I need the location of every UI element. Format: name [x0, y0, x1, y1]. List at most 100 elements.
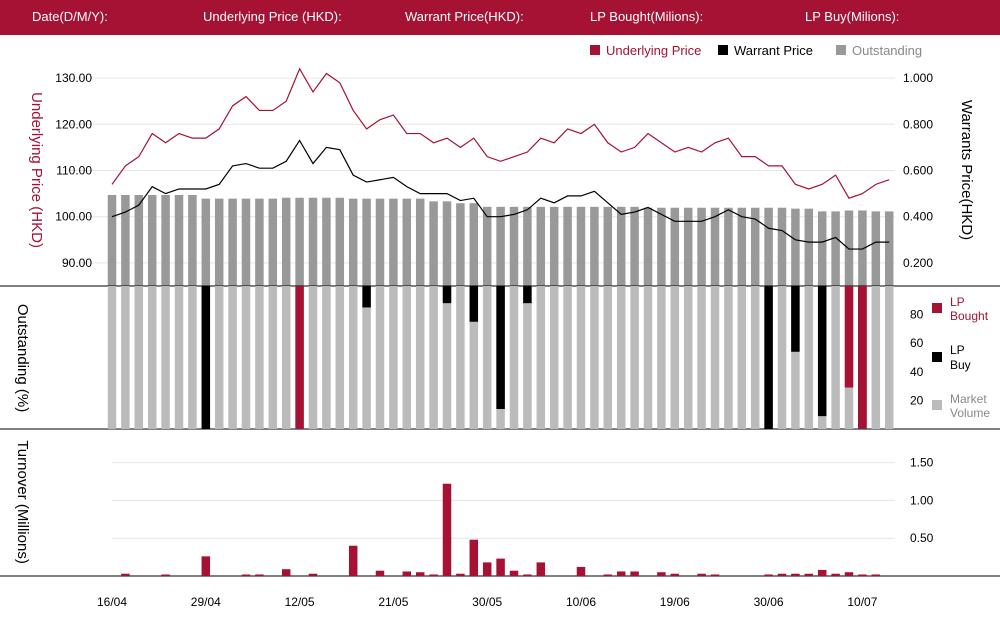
outstanding-bar [697, 207, 706, 286]
market-volume-bar [375, 286, 385, 429]
legend-swatch [590, 45, 600, 55]
outstanding-bar [777, 207, 787, 286]
turnover-bar [442, 483, 452, 576]
left-axis-title: Underlying Price (HKD) [28, 92, 45, 248]
legend-swatch [932, 303, 942, 313]
outstanding-bar [415, 198, 425, 286]
turnover-bar [415, 572, 425, 576]
left-tick-label: 100.00 [55, 210, 92, 224]
outstanding-bar [362, 198, 371, 286]
right-axis-title: Warrants Price(HKD) [958, 100, 975, 240]
market-volume-bar [710, 286, 720, 429]
lp-bought-label: LP Bought(Milions): [590, 9, 704, 24]
market-volume-bar [884, 286, 894, 429]
market-volume-bar [174, 286, 184, 429]
market-volume-bar [335, 286, 345, 429]
mid-tick-label: 80 [910, 308, 924, 322]
turnover-bar [402, 571, 412, 576]
date-label: Date(D/M/Y): [32, 9, 108, 24]
outstanding-bar [871, 211, 881, 286]
underlying-price-label: Underlying Price (HKD): [203, 9, 342, 24]
outstanding-bar [670, 207, 680, 286]
legend-swatch [836, 45, 846, 55]
market-volume-bar [389, 286, 398, 429]
right-tick-label: 0.800 [903, 117, 933, 131]
market-volume-bar [576, 286, 586, 429]
outstanding-bar [630, 206, 639, 286]
outstanding-bar [576, 206, 586, 286]
turnover-bar [348, 545, 358, 576]
market-volume-bar [442, 286, 452, 429]
outstanding-bar [791, 208, 800, 286]
outstanding-bar [281, 197, 291, 286]
bottom-tick-label: 1.50 [910, 456, 934, 470]
bottom-axis-title: Turnover (Millions) [14, 440, 31, 564]
mid-tick-label: 40 [910, 365, 924, 379]
turnover-bar [603, 574, 613, 576]
market-volume-bar [536, 286, 546, 429]
legend-label: Underlying Price [606, 43, 701, 58]
outstanding-bar [456, 203, 465, 286]
legend-swatch [932, 352, 942, 362]
outstanding-bar [121, 195, 130, 286]
turnover-bar [482, 562, 492, 576]
outstanding-bar [764, 207, 773, 286]
outstanding-bar [563, 206, 572, 286]
outstanding-bar [268, 198, 278, 286]
mid-tick-label: 20 [910, 393, 924, 407]
x-tick-label: 19/06 [660, 595, 690, 609]
market-volume-bar [241, 286, 251, 429]
turnover-bar [777, 573, 787, 576]
turnover-bar [871, 574, 881, 576]
turnover-bar [429, 574, 438, 576]
outstanding-bar [817, 211, 827, 286]
market-volume-bar [549, 286, 559, 429]
lp-buy-bar [764, 286, 773, 429]
x-tick-label: 21/05 [378, 595, 408, 609]
x-tick-label: 30/06 [754, 595, 784, 609]
turnover-bar [456, 573, 465, 576]
outstanding-bar [603, 206, 613, 286]
turnover-bar [255, 574, 264, 576]
market-volume-bar [616, 286, 626, 429]
turnover-bar [576, 566, 586, 576]
turnover-bar [657, 572, 666, 576]
outstanding-bar [804, 208, 814, 286]
market-volume-bar [737, 286, 747, 429]
lp-buy-bar [817, 286, 827, 417]
market-volume-bar [563, 286, 572, 429]
outstanding-bar [643, 207, 653, 286]
market-volume-bar [308, 286, 318, 429]
outstanding-bar [308, 197, 318, 286]
market-volume-bar [188, 286, 197, 429]
market-volume-bar [348, 286, 358, 429]
outstanding-bar [375, 198, 385, 286]
left-tick-label: 110.00 [56, 164, 92, 178]
market-volume-bar [643, 286, 653, 429]
market-volume-bar [362, 286, 371, 429]
x-tick-label: 16/04 [97, 595, 127, 609]
outstanding-bar [724, 207, 733, 286]
turnover-bar [764, 574, 773, 576]
market-volume-bar [228, 286, 237, 429]
lp-bought-bar [844, 286, 854, 388]
turnover-bar [509, 570, 519, 576]
outstanding-bar [831, 211, 840, 286]
outstanding-bar [295, 197, 304, 286]
legend-swatch [932, 400, 942, 410]
market-volume-bar [697, 286, 706, 429]
turnover-bar [831, 573, 840, 576]
outstanding-bar [429, 201, 438, 286]
turnover-bar [523, 574, 532, 576]
market-volume-bar [469, 286, 479, 429]
outstanding-bar [683, 207, 693, 286]
outstanding-bar [496, 206, 505, 286]
market-volume-bar [871, 286, 881, 429]
x-tick-label: 10/07 [847, 595, 877, 609]
outstanding-bar [107, 195, 117, 286]
turnover-bar [804, 573, 814, 576]
turnover-bar [630, 571, 639, 576]
market-volume-bar [724, 286, 733, 429]
outstanding-bar [858, 210, 867, 286]
